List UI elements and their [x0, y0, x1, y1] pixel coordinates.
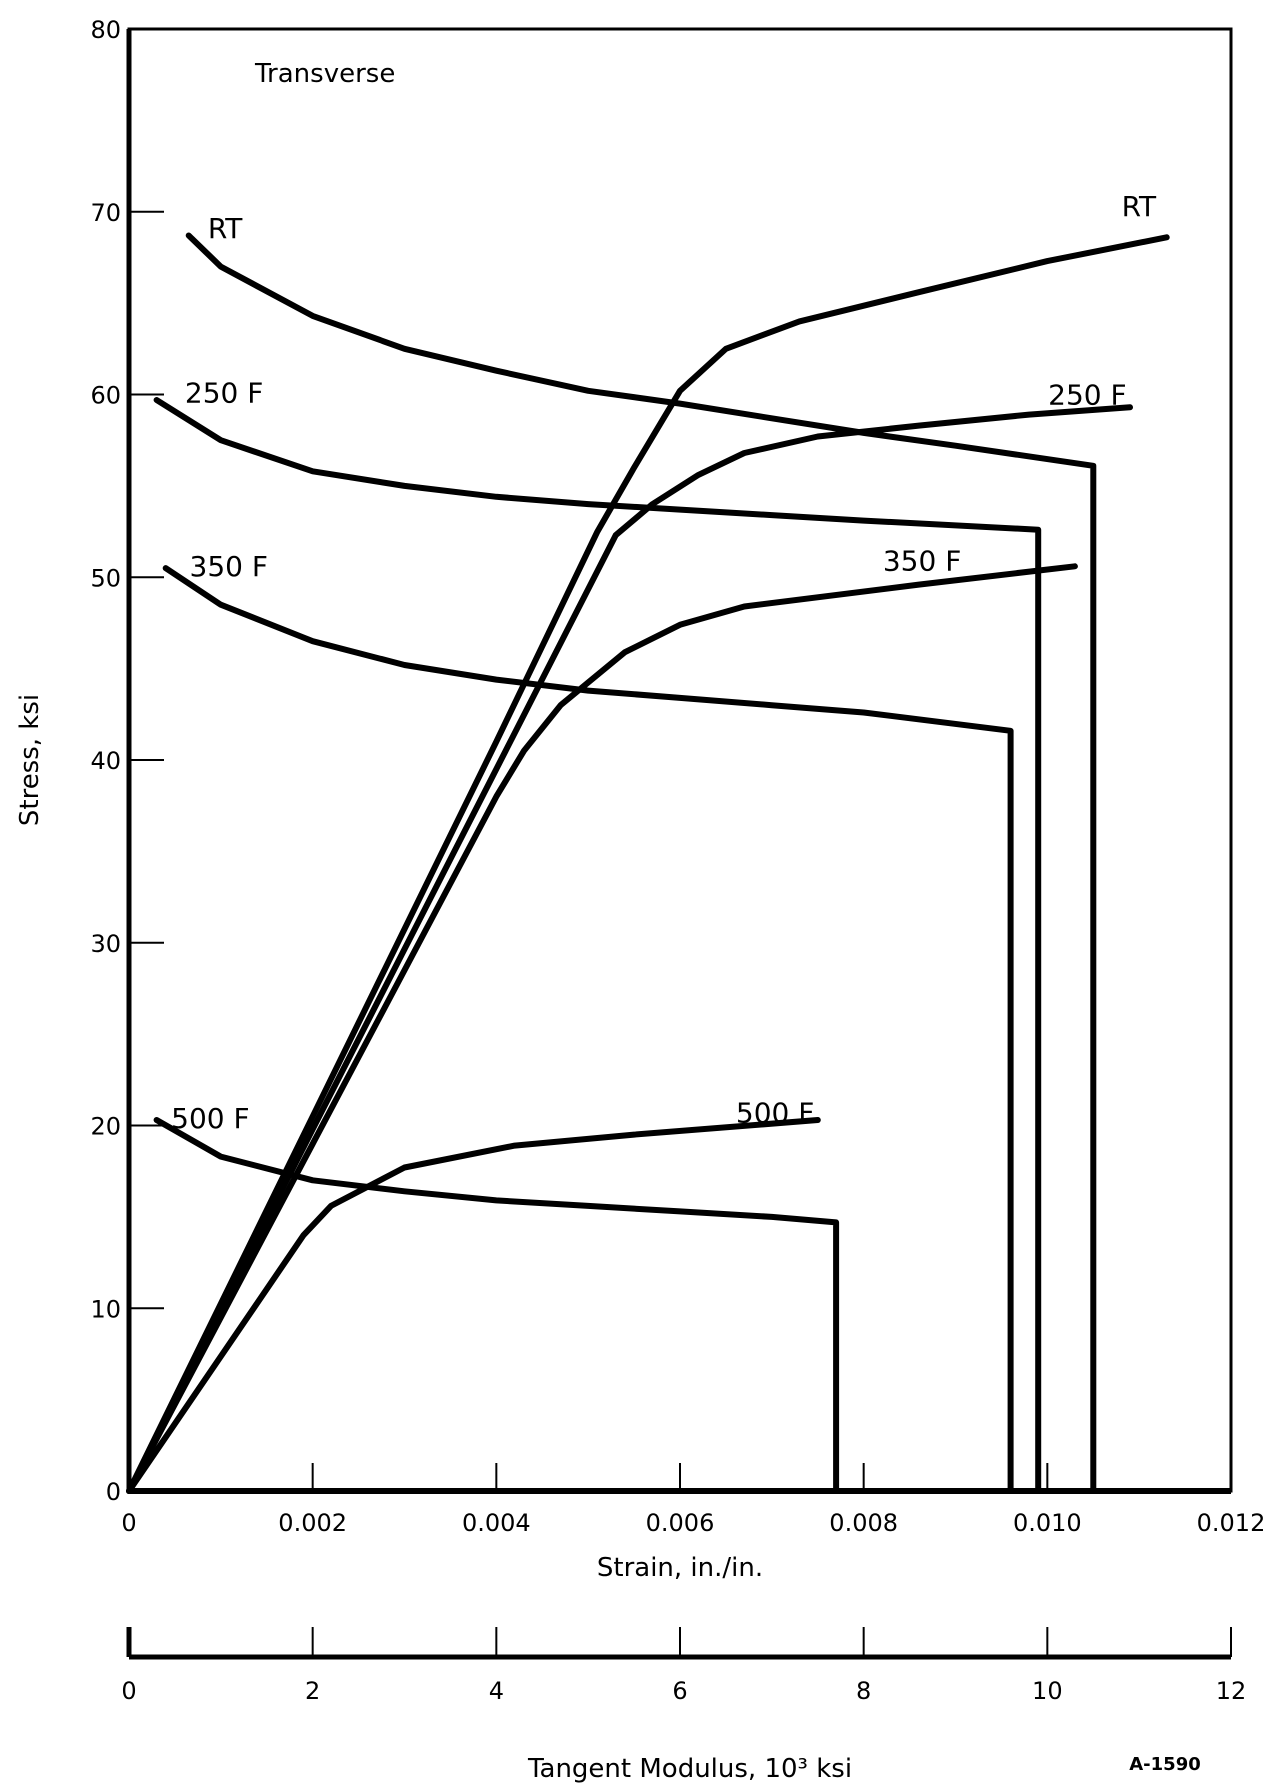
- curve-label: 350 F: [190, 550, 268, 583]
- curve-label: RT: [208, 212, 243, 245]
- stress-strain-curve-250f: [126, 404, 1133, 1494]
- curve-label: 250 F: [185, 377, 263, 410]
- y-tick-label: 10: [90, 1295, 121, 1323]
- curve-label: 250 F: [1048, 378, 1126, 411]
- tangent-modulus-curve-500f: [153, 1117, 840, 1494]
- y-tick-label: 50: [90, 564, 121, 592]
- y-tick-label: 60: [90, 382, 121, 410]
- curve-label: 350 F: [883, 545, 961, 578]
- curves: [126, 232, 1170, 1494]
- x-axis-label: Strain, in./in.: [597, 1553, 763, 1583]
- y-tick-label: 40: [90, 747, 121, 775]
- stress-strain-curve-rt: [126, 234, 1170, 1494]
- chart-title: Transverse: [254, 59, 395, 89]
- secondary-x-tick-label: 0: [121, 1677, 136, 1705]
- x-tick-label: 0: [121, 1509, 136, 1537]
- curve-label: RT: [1122, 190, 1157, 223]
- tangent-modulus-curve-350f: [162, 565, 1014, 1494]
- y-tick-label: 30: [90, 930, 121, 958]
- plot-frame: [127, 27, 1233, 1493]
- x-tick-label: 0.004: [462, 1509, 531, 1537]
- secondary-x-tick-label: 4: [489, 1677, 504, 1705]
- secondary-x-axis-label: Tangent Modulus, 10³ ksi: [527, 1754, 852, 1784]
- y-tick-label: 0: [106, 1478, 121, 1506]
- figure-id: A-1590: [1129, 1754, 1201, 1775]
- secondary-x-tick-label: 6: [672, 1677, 687, 1705]
- x-tick-label: 0.006: [646, 1509, 715, 1537]
- y-tick-label: 70: [90, 199, 121, 227]
- y-tick-label: 20: [90, 1113, 121, 1141]
- axes: 0 0.002 0.004 0.006 0.008 0.010 0.012010203040…: [90, 16, 1265, 1705]
- secondary-x-tick-label: 10: [1032, 1677, 1063, 1705]
- curve-labels: RT 250 F 350 F 500 F RT 250 F 350 F 500 F: [171, 190, 1157, 1135]
- y-axis-label: Stress, ksi: [15, 694, 45, 826]
- secondary-x-tick-label: 8: [856, 1677, 871, 1705]
- stress-strain-curve-500f: [126, 1117, 821, 1494]
- curve-label: 500 F: [171, 1102, 249, 1135]
- x-tick-label: 0.008: [829, 1509, 898, 1537]
- x-tick-label: 0.010: [1013, 1509, 1082, 1537]
- secondary-x-tick-label: 12: [1216, 1677, 1247, 1705]
- x-tick-label: 0.002: [278, 1509, 347, 1537]
- y-tick-label: 80: [90, 16, 121, 44]
- secondary-x-tick-label: 2: [305, 1677, 320, 1705]
- curve-label: 500 F: [736, 1097, 814, 1130]
- tangent-modulus-curve-rt: [185, 232, 1097, 1494]
- tangent-modulus-curve-250f: [153, 397, 1042, 1494]
- stress-strain-curve-350f: [126, 563, 1078, 1494]
- x-tick-label: 0.012: [1197, 1509, 1266, 1537]
